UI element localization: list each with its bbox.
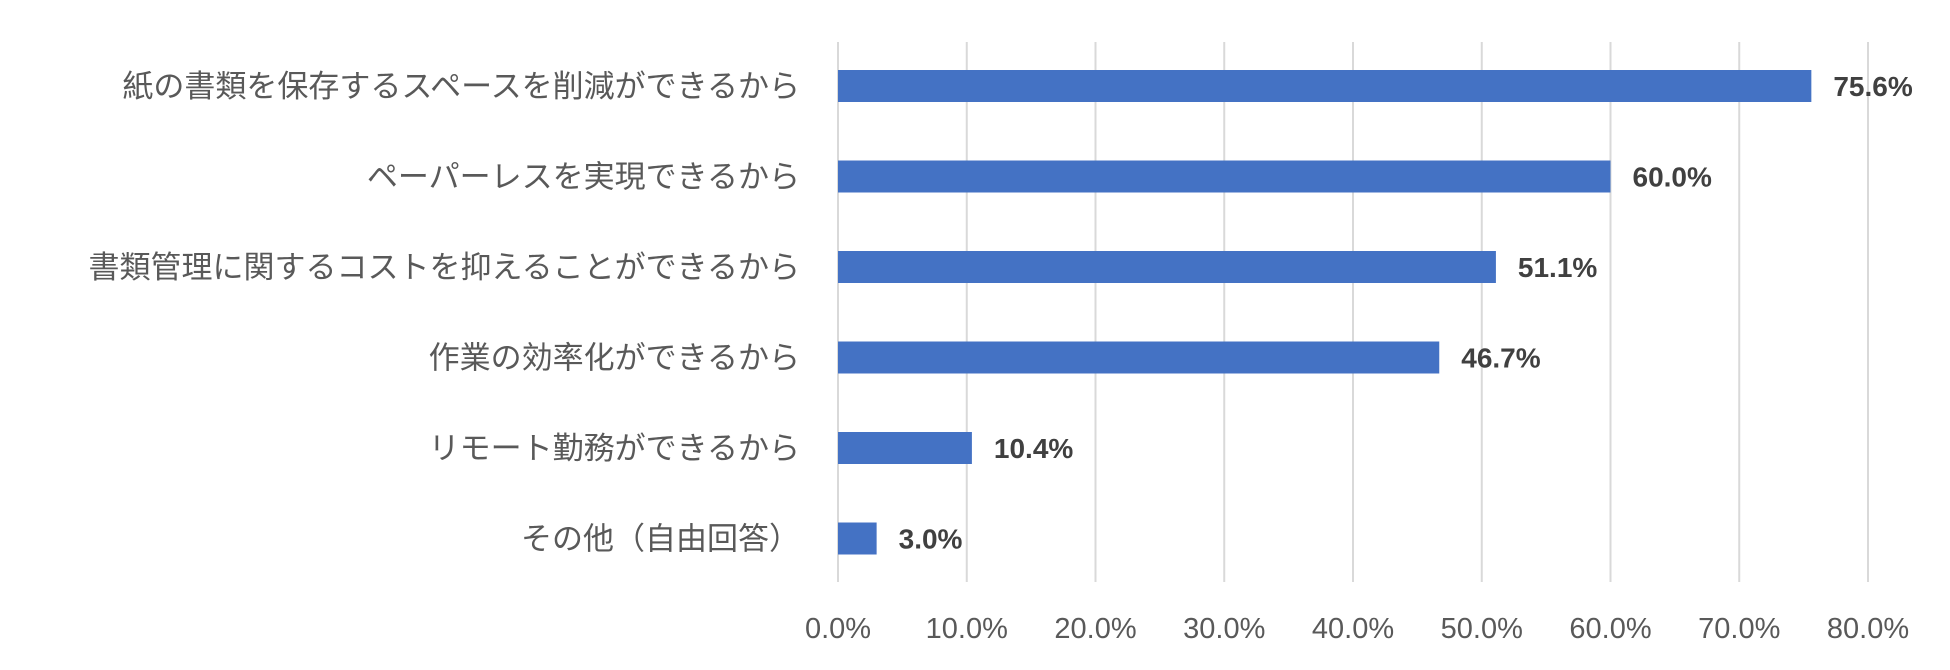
x-tick-label-8: 80.0% (1827, 613, 1909, 645)
category-label-4: リモート勤務ができるから (429, 431, 800, 467)
x-tick-label-0: 0.0% (805, 613, 871, 645)
data-label-1: 60.0% (1633, 162, 1712, 193)
bar-0 (838, 70, 1812, 102)
category-label-1: ペーパーレスを実現できるから (367, 160, 800, 196)
x-axis-tick-labels: 0.0% 10.0% 20.0% 30.0% 40.0% 50.0% 60.0% 70.0% 8… (805, 613, 1909, 645)
category-labels: 紙の書類を保存するスペースを削減ができるからペーパーレスを実現できるから書類管理… (89, 69, 800, 558)
bars (838, 70, 1812, 555)
data-labels: 75.6% 60.0% 51.1% 46.7% 10.4% 3.0% (899, 71, 1913, 555)
category-label-5: その他（自由回答） (521, 522, 800, 558)
x-tick-label-7: 70.0% (1698, 613, 1780, 645)
bar-4 (838, 432, 972, 464)
data-label-0: 75.6% (1833, 71, 1912, 102)
x-tick-label-4: 40.0% (1312, 613, 1394, 645)
x-tick-label-2: 20.0% (1054, 613, 1136, 645)
x-tick-label-5: 50.0% (1441, 613, 1523, 645)
category-label-0: 紙の書類を保存するスペースを削減ができるから (122, 69, 800, 105)
x-tick-label-1: 10.0% (926, 613, 1008, 645)
bar-5 (838, 522, 877, 555)
x-tick-label-6: 60.0% (1569, 613, 1651, 645)
category-label-2: 書類管理に関するコストを抑えることができるから (89, 250, 800, 286)
gridlines (837, 42, 1869, 582)
bar-1 (838, 160, 1611, 193)
data-label-4: 10.4% (994, 433, 1073, 464)
data-label-2: 51.1% (1518, 252, 1597, 283)
x-tick-label-3: 30.0% (1183, 613, 1265, 645)
bar-2 (838, 251, 1496, 283)
data-label-5: 3.0% (899, 524, 963, 555)
data-label-3: 46.7% (1461, 343, 1540, 374)
bar-3 (838, 341, 1440, 374)
category-label-3: 作業の効率化ができるから (429, 341, 800, 377)
